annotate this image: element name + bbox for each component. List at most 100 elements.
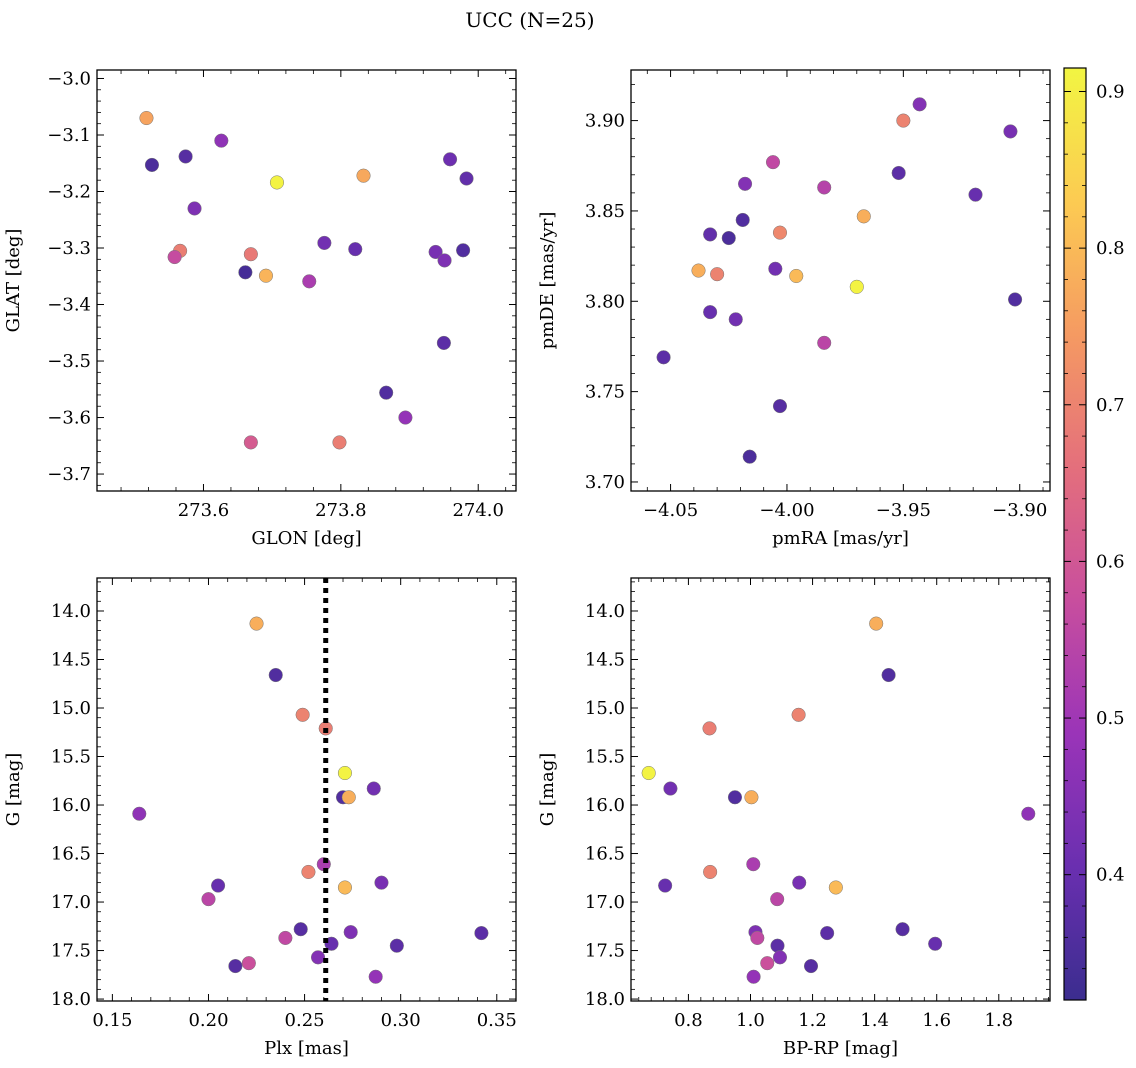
y-tick-label: 3.85 bbox=[585, 201, 625, 222]
y-tick-label: 16.5 bbox=[51, 844, 91, 865]
scatter-point bbox=[891, 165, 906, 181]
scatter-point bbox=[389, 938, 404, 953]
plot-frame bbox=[630, 577, 1051, 1002]
scatter-point bbox=[772, 950, 788, 965]
scatter-point bbox=[703, 864, 718, 880]
scatter-point bbox=[641, 765, 656, 781]
x-tick-label: 273.8 bbox=[315, 500, 367, 521]
scatter-point bbox=[928, 936, 943, 951]
scatter-point bbox=[132, 806, 147, 821]
scatter-point bbox=[770, 892, 785, 907]
scatter-point bbox=[474, 926, 489, 941]
x-tick-label: 0.35 bbox=[477, 1010, 517, 1031]
scatter-point bbox=[768, 261, 783, 276]
scatter-point bbox=[772, 225, 788, 240]
scatter-point bbox=[702, 721, 717, 736]
colorbar-tick-label: 0.6 bbox=[1096, 551, 1125, 572]
x-tick-label: 0.30 bbox=[381, 1010, 421, 1031]
y-tick-label: −3.7 bbox=[47, 464, 91, 485]
y-tick-label: −3.3 bbox=[47, 238, 91, 259]
scatter-point bbox=[398, 410, 413, 425]
scatter-point bbox=[856, 209, 871, 224]
scatter-point bbox=[703, 305, 718, 320]
y-tick-label: 3.75 bbox=[585, 382, 625, 403]
y-tick-label: −3.0 bbox=[47, 68, 91, 89]
scatter-point bbox=[744, 790, 759, 805]
scatter-point bbox=[343, 925, 358, 940]
scatter-point bbox=[211, 878, 226, 893]
plot-frame bbox=[96, 69, 517, 492]
x-tick-label: −4.05 bbox=[643, 500, 698, 521]
scatter-point bbox=[337, 765, 352, 781]
x-tick-label: 1.8 bbox=[984, 1010, 1013, 1031]
scatter-point bbox=[228, 959, 243, 974]
scatter-point bbox=[658, 878, 673, 893]
colorbar-tick-label: 0.5 bbox=[1096, 708, 1125, 729]
y-tick-label: −3.1 bbox=[47, 125, 91, 146]
scatter-point bbox=[238, 265, 253, 280]
x-axis-label: pmRA [mas/yr] bbox=[772, 528, 909, 549]
scatter-point bbox=[302, 274, 317, 289]
scatter-point bbox=[727, 790, 743, 805]
scatter-panel-3: 0.15 0.20 0.25 0.30 0.35 14.0 14.5 15.0 15.5 16.0… bbox=[3, 577, 517, 1059]
y-tick-label: 14.5 bbox=[585, 649, 625, 670]
scatter-point bbox=[968, 187, 983, 202]
scatter-point bbox=[437, 253, 452, 268]
colorbar-tick-label: 0.4 bbox=[1096, 865, 1125, 886]
scatter-point bbox=[243, 247, 258, 262]
y-axis-label: G [mag] bbox=[537, 753, 558, 826]
scatter-point bbox=[241, 956, 256, 971]
y-tick-label: −3.5 bbox=[47, 351, 91, 372]
scatter-point bbox=[663, 781, 678, 796]
scatter-point bbox=[356, 168, 371, 183]
x-tick-label: 0.25 bbox=[285, 1010, 325, 1031]
x-axis-label: BP-RP [mag] bbox=[783, 1038, 898, 1059]
colorbar-tick-label: 0.8 bbox=[1096, 238, 1125, 259]
scatter-point bbox=[249, 616, 264, 631]
scatter-point bbox=[348, 242, 363, 257]
scatter-point bbox=[293, 922, 308, 937]
y-tick-label: 16.0 bbox=[585, 795, 625, 816]
scatter-point bbox=[295, 707, 310, 722]
scatter-point bbox=[337, 880, 352, 895]
y-tick-label: 14.5 bbox=[51, 649, 91, 670]
scatter-point bbox=[301, 864, 316, 880]
y-tick-label: 3.70 bbox=[585, 472, 625, 493]
scatter-point bbox=[459, 171, 474, 186]
scatter-point bbox=[869, 616, 884, 631]
y-tick-label: 3.90 bbox=[585, 111, 625, 132]
scatter-point bbox=[139, 110, 154, 126]
y-tick-label: 14.0 bbox=[585, 601, 625, 622]
y-tick-label: 14.0 bbox=[51, 601, 91, 622]
plot-frame bbox=[630, 69, 1051, 492]
y-tick-label: 17.0 bbox=[585, 892, 625, 913]
plot-frame bbox=[96, 577, 517, 1002]
colorbar-tick-label: 0.7 bbox=[1096, 395, 1125, 416]
y-tick-label: 17.5 bbox=[585, 941, 625, 962]
scatter-point bbox=[443, 152, 458, 167]
scatter-point bbox=[436, 335, 451, 350]
x-tick-label: −3.90 bbox=[992, 500, 1047, 521]
x-tick-label: 0.15 bbox=[92, 1010, 132, 1031]
scatter-panel-2: −4.05 −4.00 −3.95 −3.90 3.70 3.75 3.80 3.85 3.90… bbox=[537, 69, 1051, 549]
y-tick-label: 17.5 bbox=[51, 941, 91, 962]
y-tick-label: −3.6 bbox=[47, 408, 91, 429]
scatter-point bbox=[721, 230, 736, 246]
x-tick-label: 1.6 bbox=[922, 1010, 951, 1031]
scatter-point bbox=[828, 880, 843, 895]
x-tick-label: 1.2 bbox=[798, 1010, 827, 1031]
y-axis-label: GLAT [deg] bbox=[3, 229, 24, 333]
y-tick-label: −3.2 bbox=[47, 181, 91, 202]
scatter-panel-4: 0.8 1.0 1.2 1.4 1.6 1.8 14.0 14.5 15.0 15.5 16.0 16… bbox=[537, 577, 1051, 1059]
scatter-point bbox=[366, 781, 381, 796]
x-axis-label: Plx [mas] bbox=[264, 1038, 349, 1059]
scatter-point bbox=[178, 149, 193, 164]
scatter-point bbox=[792, 875, 807, 890]
y-tick-label: 18.0 bbox=[585, 989, 625, 1010]
scatter-point bbox=[368, 969, 383, 984]
scatter-point bbox=[201, 892, 216, 907]
y-tick-label: −3.4 bbox=[47, 295, 91, 316]
y-tick-label: 15.5 bbox=[51, 747, 91, 768]
y-tick-label: 18.0 bbox=[51, 989, 91, 1010]
x-tick-label: 1.4 bbox=[860, 1010, 889, 1031]
